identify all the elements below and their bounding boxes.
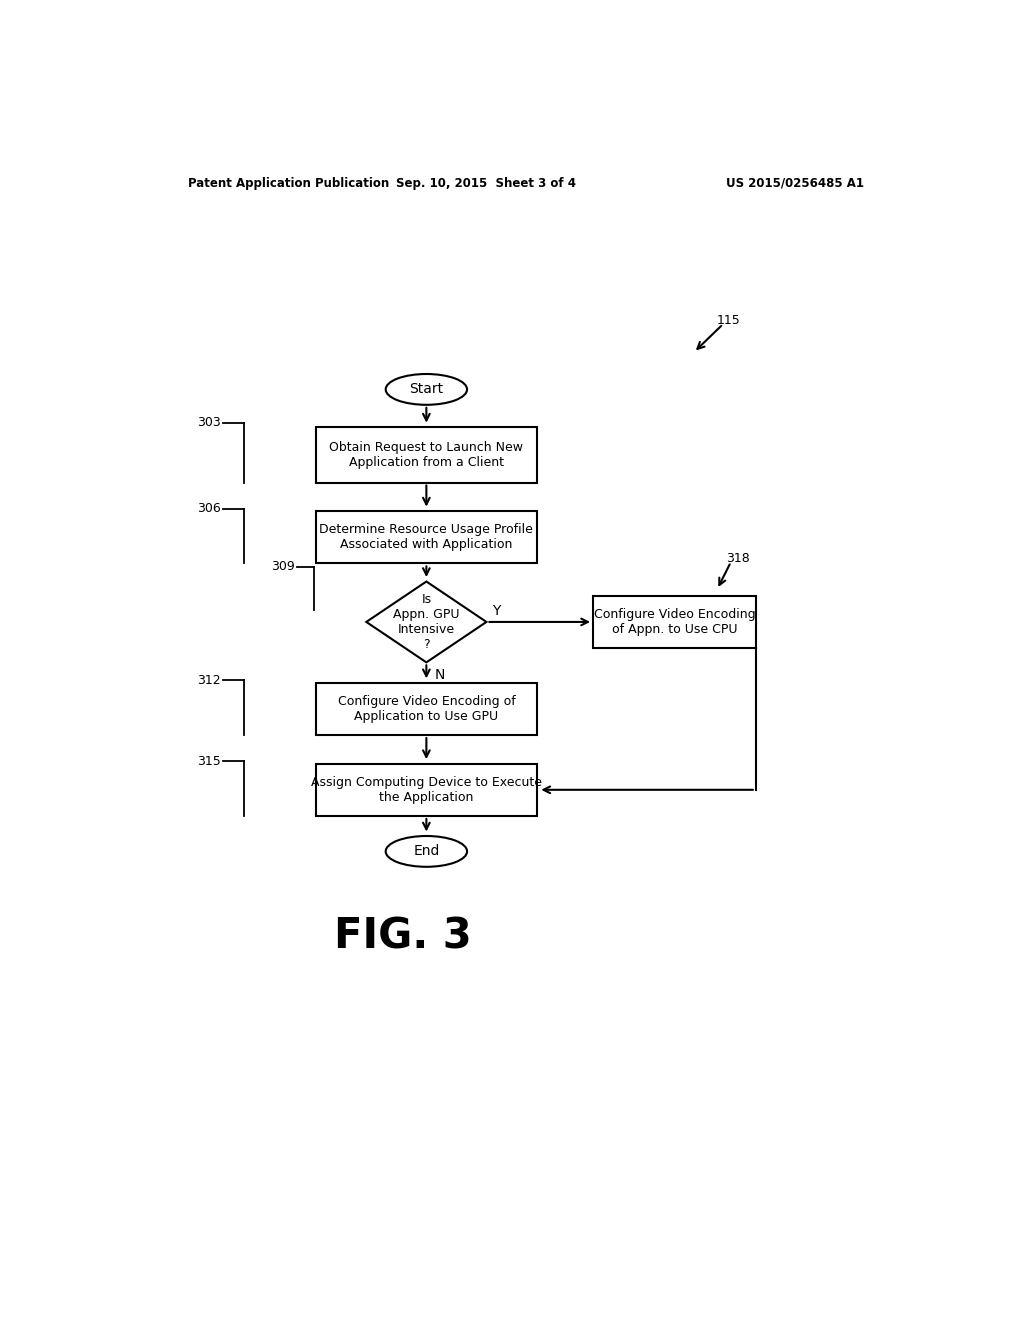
Text: Patent Application Publication: Patent Application Publication bbox=[188, 177, 390, 190]
Text: N: N bbox=[434, 668, 444, 681]
Text: Configure Video Encoding
of Appn. to Use CPU: Configure Video Encoding of Appn. to Use… bbox=[594, 609, 755, 636]
FancyBboxPatch shape bbox=[593, 595, 756, 648]
FancyBboxPatch shape bbox=[316, 682, 537, 735]
Text: Configure Video Encoding of
Application to Use GPU: Configure Video Encoding of Application … bbox=[338, 694, 515, 723]
FancyBboxPatch shape bbox=[316, 511, 537, 564]
Text: 315: 315 bbox=[198, 755, 221, 768]
Text: 115: 115 bbox=[717, 314, 740, 326]
Text: Assign Computing Device to Execute
the Application: Assign Computing Device to Execute the A… bbox=[311, 776, 542, 804]
Text: End: End bbox=[414, 845, 439, 858]
Text: 318: 318 bbox=[726, 552, 750, 565]
Text: 306: 306 bbox=[198, 502, 221, 515]
Polygon shape bbox=[367, 582, 486, 663]
FancyBboxPatch shape bbox=[316, 763, 537, 816]
Text: FIG. 3: FIG. 3 bbox=[334, 915, 472, 957]
Text: Determine Resource Usage Profile
Associated with Application: Determine Resource Usage Profile Associa… bbox=[319, 523, 534, 552]
Text: 309: 309 bbox=[271, 560, 295, 573]
FancyBboxPatch shape bbox=[316, 428, 537, 483]
Text: Obtain Request to Launch New
Application from a Client: Obtain Request to Launch New Application… bbox=[330, 441, 523, 469]
Text: 312: 312 bbox=[198, 675, 221, 686]
Text: Y: Y bbox=[492, 605, 501, 618]
Text: Sep. 10, 2015  Sheet 3 of 4: Sep. 10, 2015 Sheet 3 of 4 bbox=[396, 177, 577, 190]
Text: 303: 303 bbox=[198, 416, 221, 429]
Text: Is
Appn. GPU
Intensive
?: Is Appn. GPU Intensive ? bbox=[393, 593, 460, 651]
Text: US 2015/0256485 A1: US 2015/0256485 A1 bbox=[726, 177, 864, 190]
Ellipse shape bbox=[386, 374, 467, 405]
Text: Start: Start bbox=[410, 383, 443, 396]
Ellipse shape bbox=[386, 836, 467, 867]
